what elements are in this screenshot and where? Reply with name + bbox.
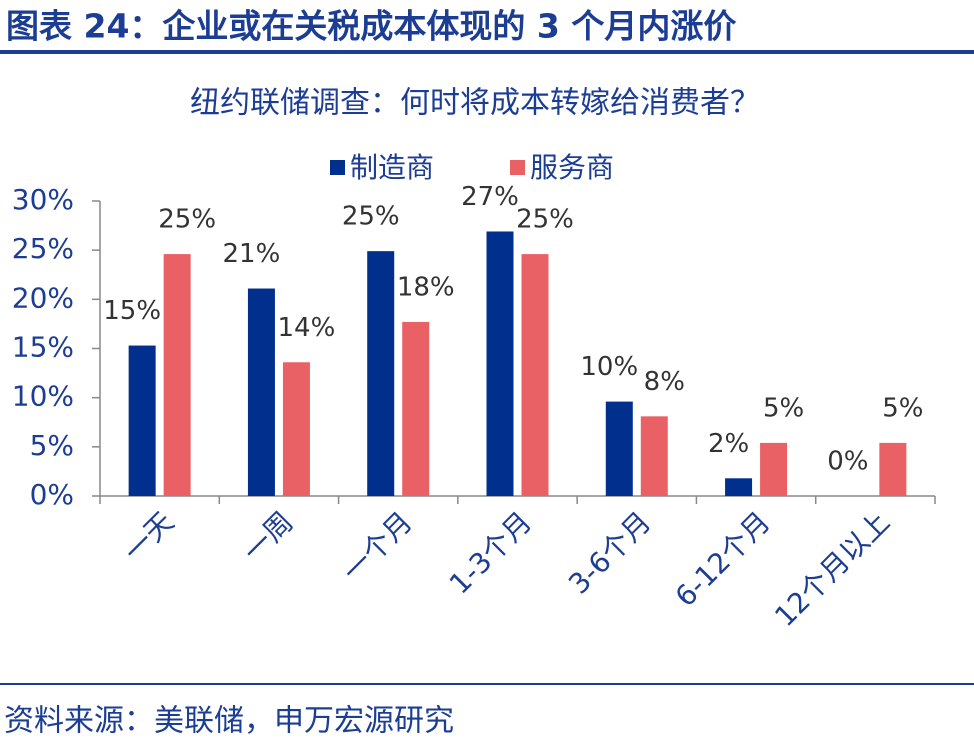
x-tick-label: 一个月 <box>336 505 419 588</box>
footer-rule <box>0 683 974 685</box>
legend-label: 服务商 <box>530 151 614 184</box>
value-label: 5% <box>763 393 804 423</box>
bar <box>163 254 191 496</box>
x-tick-label: 12个月以上 <box>768 505 896 633</box>
value-label: 15% <box>103 296 161 326</box>
bar <box>247 288 275 496</box>
y-tick-label: 10% <box>12 380 74 413</box>
bar <box>605 401 633 496</box>
bar <box>282 362 310 496</box>
value-label: 25% <box>158 205 216 235</box>
bar <box>128 345 156 496</box>
legend-swatch <box>330 160 345 175</box>
value-label: 8% <box>644 367 685 397</box>
x-tick-label: 一天 <box>117 505 180 568</box>
y-tick-label: 20% <box>12 281 74 314</box>
value-label: 18% <box>397 272 455 302</box>
y-tick-label: 5% <box>30 429 74 462</box>
chart-title: 纽约联储调查：何时将成本转嫁给消费者？ <box>190 86 760 121</box>
value-label: 27% <box>461 182 519 212</box>
value-label: 14% <box>278 313 336 343</box>
legend-swatch <box>510 160 525 175</box>
source-note: 资料来源：美联储，申万宏源研究 <box>4 704 454 739</box>
value-label: 0% <box>827 447 868 477</box>
value-label: 10% <box>580 352 638 382</box>
legend-label: 制造商 <box>350 151 434 184</box>
bar <box>725 478 753 496</box>
bar <box>521 254 549 496</box>
value-label: 25% <box>342 202 400 232</box>
bar <box>879 442 907 496</box>
value-label: 2% <box>708 429 749 459</box>
y-tick-label: 30% <box>12 183 74 216</box>
y-tick-label: 25% <box>12 232 74 265</box>
bar <box>486 231 514 496</box>
x-tick-label: 6-12个月 <box>669 505 777 613</box>
bar <box>760 442 788 496</box>
value-label: 5% <box>882 393 923 423</box>
value-label: 21% <box>223 239 281 269</box>
bar <box>402 321 430 496</box>
x-tick-label: 3-6个月 <box>562 505 657 600</box>
bar <box>640 416 668 496</box>
y-tick-label: 0% <box>30 478 74 511</box>
header-title: 图表 24：企业或在关税成本体现的 3 个月内涨价 <box>6 7 736 46</box>
x-tick-label: 一周 <box>237 505 300 568</box>
y-tick-label: 15% <box>12 331 74 364</box>
x-tick-label: 1-3个月 <box>443 505 538 600</box>
value-label: 25% <box>516 205 574 235</box>
bar <box>367 251 395 496</box>
header-rule <box>0 50 974 54</box>
